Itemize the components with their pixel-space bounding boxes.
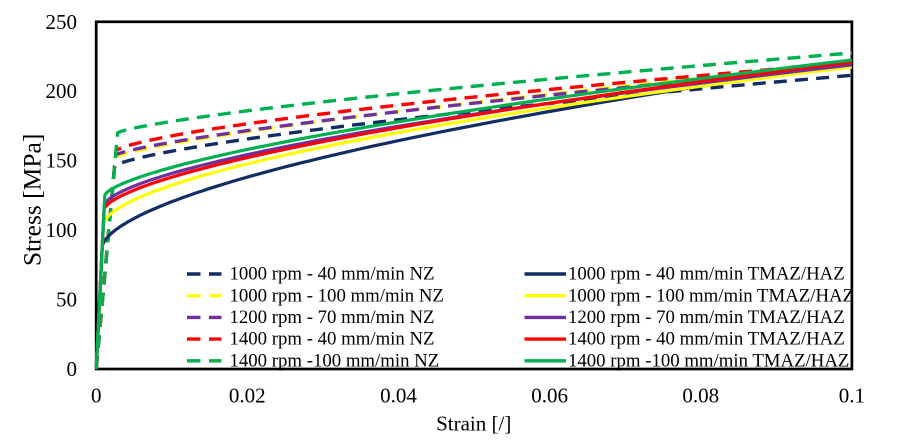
svg-text:150: 150 [46, 149, 78, 173]
svg-text:0.08: 0.08 [682, 383, 719, 407]
svg-text:1400 rpm -100 mm/min NZ: 1400 rpm -100 mm/min NZ [230, 350, 440, 371]
svg-text:1200 rpm - 70 mm/min NZ: 1200 rpm - 70 mm/min NZ [230, 307, 435, 328]
svg-text:250: 250 [46, 10, 78, 34]
svg-text:50: 50 [56, 288, 77, 312]
svg-text:100: 100 [46, 218, 78, 242]
svg-text:0: 0 [91, 383, 102, 407]
svg-text:1000 rpm - 100 mm/min TMAZ/HAZ: 1000 rpm - 100 mm/min TMAZ/HAZ [568, 285, 854, 306]
svg-text:1000 rpm - 40 mm/min NZ: 1000 rpm - 40 mm/min NZ [230, 264, 435, 285]
svg-text:1000 rpm - 40 mm/min TMAZ/HAZ: 1000 rpm - 40 mm/min TMAZ/HAZ [568, 264, 845, 285]
svg-text:0.06: 0.06 [531, 383, 568, 407]
svg-text:1400 rpm - 40 mm/min NZ: 1400 rpm - 40 mm/min NZ [230, 329, 435, 350]
svg-text:1400 rpm -100 mm/min TMAZ/HAZ: 1400 rpm -100 mm/min TMAZ/HAZ [568, 350, 849, 371]
svg-text:Strain [/]: Strain [/] [436, 412, 511, 436]
svg-text:200: 200 [46, 79, 78, 103]
svg-text:0.04: 0.04 [380, 383, 417, 407]
svg-text:0.1: 0.1 [839, 383, 865, 407]
svg-text:0.02: 0.02 [229, 383, 266, 407]
svg-text:1400 rpm - 40 mm/min TMAZ/HAZ: 1400 rpm - 40 mm/min TMAZ/HAZ [568, 329, 845, 350]
svg-text:0: 0 [67, 357, 78, 381]
svg-text:1200 rpm - 70 mm/min TMAZ/HAZ: 1200 rpm - 70 mm/min TMAZ/HAZ [568, 307, 845, 328]
svg-text:Stress [MPa]: Stress [MPa] [18, 134, 47, 266]
svg-text:1000 rpm - 100 mm/min NZ: 1000 rpm - 100 mm/min NZ [230, 285, 444, 306]
